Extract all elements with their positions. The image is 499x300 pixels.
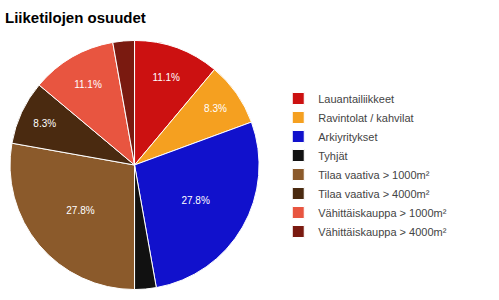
svg-text:Arkiyritykset: Arkiyritykset — [318, 131, 377, 143]
svg-text:Tilaa vaativa > 1000m²: Tilaa vaativa > 1000m² — [318, 169, 430, 181]
svg-text:Lauantailiikkeet: Lauantailiikkeet — [318, 93, 394, 105]
svg-text:Tyhjät: Tyhjät — [318, 150, 347, 162]
svg-text:27.8%: 27.8% — [66, 205, 94, 216]
svg-text:Liiketilojen osuudet: Liiketilojen osuudet — [5, 9, 146, 26]
svg-text:Vähittäiskauppa > 1000m²: Vähittäiskauppa > 1000m² — [318, 207, 446, 219]
svg-text:11.1%: 11.1% — [74, 79, 102, 90]
svg-text:Tilaa vaativa > 4000m²: Tilaa vaativa > 4000m² — [318, 188, 430, 200]
svg-text:Ravintolat / kahvilat: Ravintolat / kahvilat — [318, 112, 413, 124]
svg-text:Vähittäiskauppa > 4000m²: Vähittäiskauppa > 4000m² — [318, 226, 446, 238]
svg-text:8.3%: 8.3% — [33, 118, 56, 129]
svg-text:27.8%: 27.8% — [181, 195, 209, 206]
svg-text:8.3%: 8.3% — [204, 103, 227, 114]
svg-text:11.1%: 11.1% — [152, 72, 180, 83]
